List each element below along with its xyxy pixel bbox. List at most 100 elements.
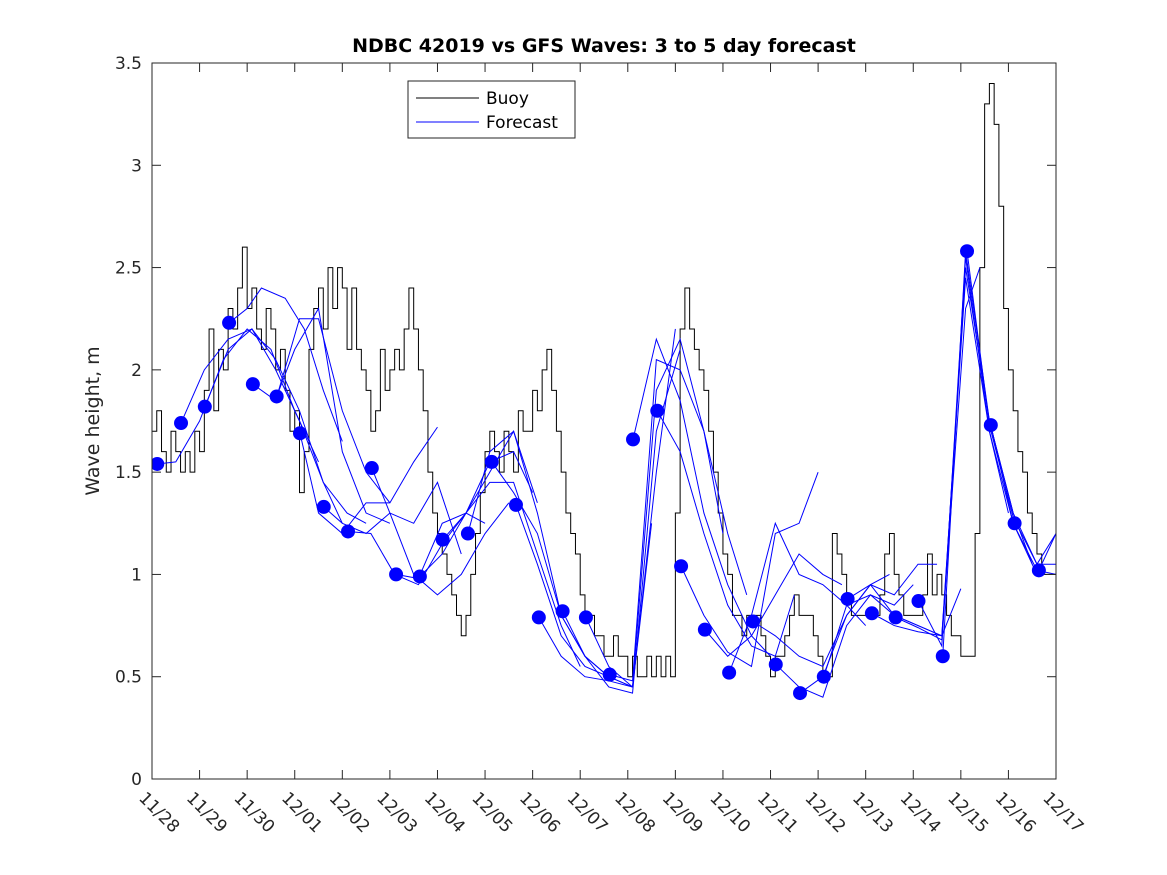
x-tick-label: 12/17 [1038, 788, 1087, 837]
forecast-marker [269, 389, 284, 404]
forecast-marker [650, 403, 665, 418]
forecast-marker [816, 669, 831, 684]
forecast-marker [555, 604, 570, 619]
plot-area [152, 82, 1056, 701]
forecast-marker [602, 667, 617, 682]
y-tick-label: 1.5 [115, 463, 142, 483]
forecast-marker [983, 418, 998, 433]
x-tick-label: 12/03 [372, 788, 421, 837]
forecast-marker [222, 315, 237, 330]
forecast-marker [364, 461, 379, 476]
x-tick-label: 11/30 [230, 788, 279, 837]
forecast-line [895, 267, 1033, 641]
forecast-line [871, 277, 1009, 637]
forecast-marker [888, 610, 903, 625]
x-tick-label: 12/02 [325, 788, 374, 837]
y-tick-label: 0.5 [115, 668, 142, 688]
forecast-line [276, 307, 391, 524]
forecast-line [942, 251, 1056, 657]
legend-label-buoy: Buoy [486, 89, 529, 109]
forecast-line [491, 461, 633, 688]
forecast-marker [531, 610, 546, 625]
y-axis-label: Wave height, m [82, 346, 104, 495]
x-tick-label: 12/08 [610, 788, 659, 837]
y-tick-label: 1 [131, 565, 142, 585]
chart-title: NDBC 42019 vs GFS Waves: 3 to 5 day fore… [352, 35, 856, 57]
forecast-marker [341, 524, 356, 539]
y-tick-label: 3.5 [115, 54, 142, 74]
forecast-marker [412, 569, 427, 584]
axes-box [151, 62, 1057, 780]
forecast-line [204, 328, 367, 524]
forecast-marker [197, 399, 212, 414]
x-tick-label: 12/11 [753, 788, 802, 837]
x-tick-label: 12/01 [277, 788, 326, 837]
forecast-marker [674, 559, 689, 574]
forecast-line [180, 328, 343, 524]
forecast-series [152, 244, 1056, 701]
y-tick-label: 0 [131, 770, 142, 790]
forecast-marker [508, 497, 523, 512]
forecast-line [847, 267, 981, 637]
forecast-marker [960, 244, 975, 259]
forecast-line [918, 257, 1056, 648]
forecast-line [562, 349, 681, 694]
legend: Buoy Forecast [407, 80, 576, 139]
y-tick-label: 2.5 [115, 259, 142, 279]
buoy-series [152, 82, 1056, 678]
legend-label-forecast: Forecast [486, 113, 558, 133]
x-axis: 11/2811/2911/3012/0112/0212/0312/0412/05… [134, 63, 1087, 837]
forecast-line [442, 481, 581, 667]
x-tick-label: 12/09 [658, 788, 707, 837]
forecast-marker [152, 456, 165, 471]
y-tick-label: 2 [131, 361, 142, 381]
x-tick-label: 12/14 [896, 788, 945, 837]
forecast-marker [1031, 563, 1046, 578]
forecast-line [656, 410, 795, 657]
x-tick-label: 12/16 [991, 788, 1040, 837]
forecast-line [299, 426, 438, 535]
forecast-marker [316, 499, 331, 514]
forecast-marker [1007, 516, 1022, 531]
forecast-marker [460, 526, 475, 541]
x-tick-label: 12/07 [563, 788, 612, 837]
forecast-marker [722, 665, 737, 680]
forecast-marker [864, 606, 879, 621]
forecast-marker [793, 686, 808, 701]
forecast-line [990, 424, 1056, 575]
x-tick-label: 12/12 [801, 788, 850, 837]
x-tick-label: 12/04 [420, 788, 469, 837]
y-tick-label: 3 [131, 156, 142, 176]
forecast-line [371, 467, 510, 596]
forecast-marker [626, 432, 641, 447]
x-tick-label: 11/28 [134, 788, 183, 837]
forecast-marker [578, 610, 593, 625]
x-tick-label: 12/15 [943, 788, 992, 837]
forecast-marker [245, 377, 260, 392]
forecast-marker [292, 426, 307, 441]
x-tick-label: 12/10 [705, 788, 754, 837]
forecast-marker [768, 657, 783, 672]
legend-box [407, 80, 576, 139]
forecast-marker [174, 416, 189, 431]
forecast-marker [435, 532, 450, 547]
forecast-line [752, 573, 890, 668]
forecast-marker [745, 614, 760, 629]
buoy-line [152, 82, 1056, 678]
y-axis: 0 0.5 1 1.5 2 2.5 3 3.5 [115, 54, 1056, 790]
forecast-marker [911, 594, 926, 609]
forecast-line [704, 553, 843, 657]
forecast-marker [484, 454, 499, 469]
x-tick-label: 12/13 [848, 788, 897, 837]
forecast-marker [840, 591, 855, 606]
forecast-line [680, 471, 819, 668]
forecast-marker [697, 622, 712, 637]
forecast-line [609, 358, 748, 682]
x-tick-label: 12/06 [515, 788, 564, 837]
forecast-line [157, 328, 319, 465]
forecast-marker [935, 649, 950, 664]
x-tick-label: 11/29 [182, 788, 231, 837]
forecast-line [228, 287, 343, 442]
x-tick-label: 12/05 [468, 788, 517, 837]
